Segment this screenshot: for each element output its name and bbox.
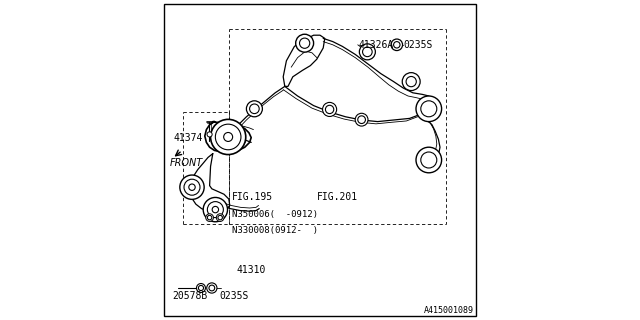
Circle shape xyxy=(209,285,215,291)
Circle shape xyxy=(218,215,223,220)
Text: FIG.195: FIG.195 xyxy=(232,192,273,202)
Circle shape xyxy=(296,34,314,52)
Circle shape xyxy=(421,152,437,168)
Circle shape xyxy=(184,179,200,195)
Circle shape xyxy=(211,119,246,155)
Text: 41374: 41374 xyxy=(174,132,204,143)
Circle shape xyxy=(360,44,376,60)
Circle shape xyxy=(180,175,204,199)
Circle shape xyxy=(204,197,228,222)
Circle shape xyxy=(416,96,442,122)
Circle shape xyxy=(207,283,217,293)
Circle shape xyxy=(250,104,259,114)
Circle shape xyxy=(215,124,241,150)
Circle shape xyxy=(355,113,368,126)
Circle shape xyxy=(189,184,195,190)
Circle shape xyxy=(391,39,403,51)
Text: N350006(  -0912): N350006( -0912) xyxy=(232,210,318,219)
Circle shape xyxy=(206,214,214,221)
Text: FIG.201: FIG.201 xyxy=(317,192,358,202)
Circle shape xyxy=(212,206,219,213)
Text: 0235S: 0235S xyxy=(219,291,248,301)
Text: 20578B: 20578B xyxy=(173,291,208,301)
Circle shape xyxy=(326,105,334,114)
Circle shape xyxy=(421,101,437,117)
Circle shape xyxy=(246,101,262,117)
Circle shape xyxy=(216,214,224,221)
Circle shape xyxy=(323,102,337,116)
Text: 41326A: 41326A xyxy=(358,40,394,50)
Text: 0235S: 0235S xyxy=(403,40,433,50)
Circle shape xyxy=(196,284,205,292)
Text: A415001089: A415001089 xyxy=(424,306,474,315)
Circle shape xyxy=(207,215,212,220)
Circle shape xyxy=(358,116,365,124)
Circle shape xyxy=(300,38,310,48)
Circle shape xyxy=(207,202,223,218)
Circle shape xyxy=(403,73,420,91)
Circle shape xyxy=(207,132,212,137)
Text: 41310: 41310 xyxy=(237,265,266,276)
Text: N330008(0912-  ): N330008(0912- ) xyxy=(232,226,318,235)
Text: FRONT: FRONT xyxy=(170,158,203,168)
Circle shape xyxy=(362,47,372,57)
Circle shape xyxy=(394,42,400,48)
Circle shape xyxy=(198,285,204,291)
Circle shape xyxy=(406,76,417,87)
Circle shape xyxy=(224,132,233,141)
Circle shape xyxy=(416,147,442,173)
